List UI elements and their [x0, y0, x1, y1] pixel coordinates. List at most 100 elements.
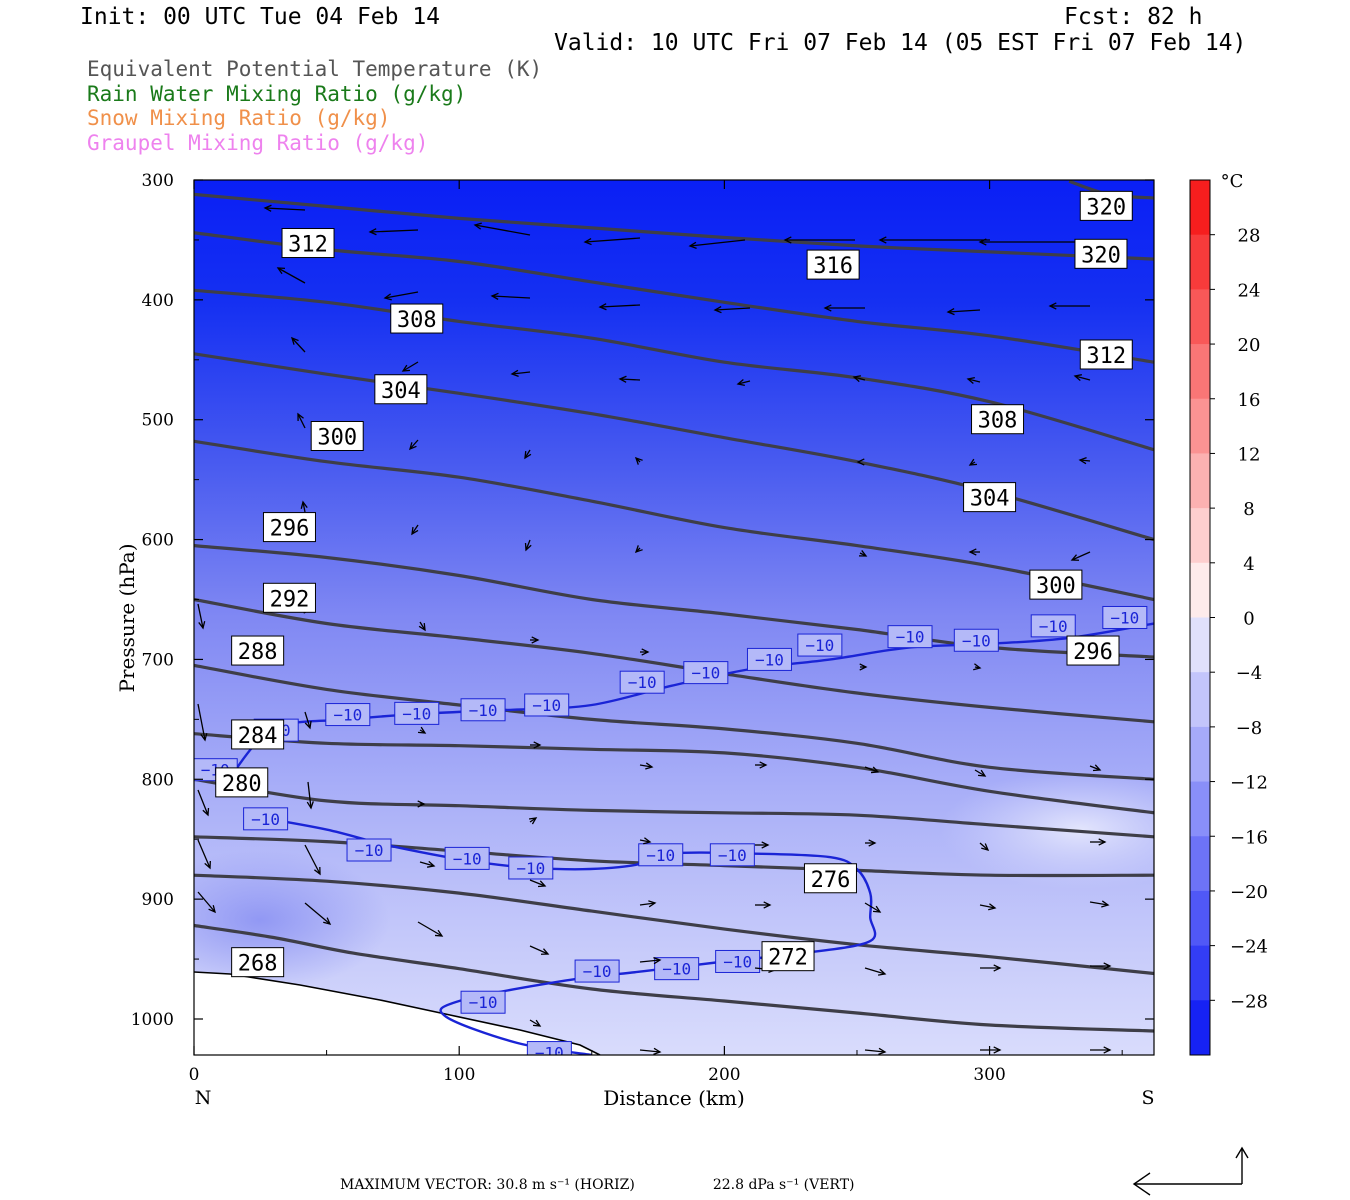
label-box [281, 228, 335, 259]
wind-vector [368, 228, 419, 236]
wind-vector [878, 236, 990, 244]
vector-head [533, 741, 542, 749]
wind-vector [640, 648, 650, 656]
vector-head [417, 726, 427, 734]
theta-e-label-text: 312 [1086, 344, 1126, 369]
wind-vector [1073, 374, 1091, 382]
wind-vector [529, 1019, 542, 1027]
vector-head [1048, 302, 1057, 310]
theta-e-contour-272 [194, 873, 1154, 976]
label-box [262, 512, 316, 543]
vector-head [383, 293, 392, 301]
wind-vector [864, 766, 880, 774]
y-tick-label: 700 [142, 650, 174, 670]
vector-head [528, 817, 538, 825]
theta-e-label-text: 300 [1036, 574, 1076, 599]
label-box [460, 698, 506, 722]
theta-e-label-text: 304 [381, 379, 421, 404]
vector-head [977, 769, 987, 777]
field-label-graupel: Graupel Mixing Ratio (g/kg) [87, 131, 429, 155]
theta-e-label-272: 272 [761, 941, 815, 972]
theta-e-label-text: 320 [1086, 195, 1126, 220]
label-box [746, 647, 792, 671]
theta-e-label-text: 268 [238, 952, 278, 977]
theta-e-label-text: 316 [813, 254, 853, 279]
wind-vector [966, 376, 981, 384]
wind-vector [401, 361, 419, 372]
wind-vector [530, 741, 542, 749]
isotherm-minus10-label: −10 [346, 838, 392, 862]
wind-vector [409, 439, 419, 451]
colorbar-swatch [1190, 234, 1210, 290]
vector-head [532, 1019, 542, 1027]
wind-vector [639, 837, 652, 845]
max-vector-vertical: 22.8 dPa s⁻¹ (VERT) [712, 1177, 855, 1193]
wind-vector [306, 781, 314, 810]
theta-e-label-296: 296 [1066, 635, 1120, 666]
isotherm-minus10-label: −10 [460, 990, 506, 1014]
colorbar-label: −24 [1230, 937, 1268, 958]
isotherm-minus10-label: −10 [709, 843, 755, 867]
wind-vector [1090, 962, 1112, 970]
x-tick-label: 300 [973, 1065, 1005, 1085]
theta-e-label-304: 304 [963, 482, 1017, 513]
wind-vector [304, 844, 321, 876]
vector-shaft [639, 959, 661, 963]
y-tick-label: 400 [142, 291, 174, 311]
vector-head [490, 292, 499, 300]
colorbar-swatch [1190, 672, 1210, 728]
vector-head [204, 860, 211, 870]
wind-vector [852, 375, 866, 383]
vector-head [653, 1047, 662, 1055]
wind-vector [634, 456, 643, 465]
theta-e-contour-308 [194, 288, 1154, 452]
colorbar-swatch [1190, 890, 1210, 947]
label-box [243, 807, 289, 831]
label-box [963, 482, 1017, 513]
y-tick-label: 600 [142, 531, 174, 551]
vector-head [202, 807, 210, 817]
vector-shaft [491, 295, 531, 299]
wind-vector [639, 1047, 662, 1055]
vector-head [418, 622, 426, 632]
wind-vector [417, 726, 427, 734]
vector-shaft [1071, 551, 1091, 561]
vector-shaft [599, 304, 641, 308]
wind-vector [973, 663, 982, 671]
x-axis-label: Distance (km) [603, 1086, 745, 1110]
vector-shaft [689, 239, 746, 247]
vector-shaft [474, 224, 531, 236]
wind-vector [1078, 456, 1091, 465]
theta-e-label-292: 292 [262, 582, 316, 613]
wind-vector [197, 603, 206, 630]
theta-e-label-text: 304 [970, 487, 1010, 512]
theta-e-contour-288 [194, 663, 1154, 781]
isotherm-minus10-label: −10 [953, 628, 999, 652]
theta-e-label-text: 284 [238, 724, 278, 749]
vector-head [993, 1046, 1002, 1054]
label-box [619, 670, 665, 694]
wind-vector [1089, 764, 1102, 772]
vector-head [981, 843, 990, 851]
wind-vector [618, 375, 641, 383]
y-tick-label: 500 [142, 411, 174, 431]
wind-vector [276, 267, 306, 284]
isotherm-minus10-label: −10 [574, 959, 620, 983]
vector-head [761, 841, 770, 849]
wind-vector [1070, 551, 1091, 561]
wind-vectors [197, 204, 1112, 1055]
vector-shaft [864, 1049, 886, 1053]
label-box [374, 374, 428, 405]
isotherm-minus10-label: −10 [1030, 614, 1076, 638]
theta-e-label-308: 308 [390, 303, 444, 334]
vector-head [641, 648, 650, 656]
vector-head [1098, 838, 1107, 846]
label-box [1074, 238, 1128, 269]
label-box [806, 249, 860, 280]
theta-e-label-284: 284 [231, 719, 285, 750]
wind-vector [865, 839, 877, 847]
label-box [1066, 635, 1120, 666]
vector-head [783, 236, 792, 244]
theta-e-label-text: 320 [1081, 243, 1121, 268]
